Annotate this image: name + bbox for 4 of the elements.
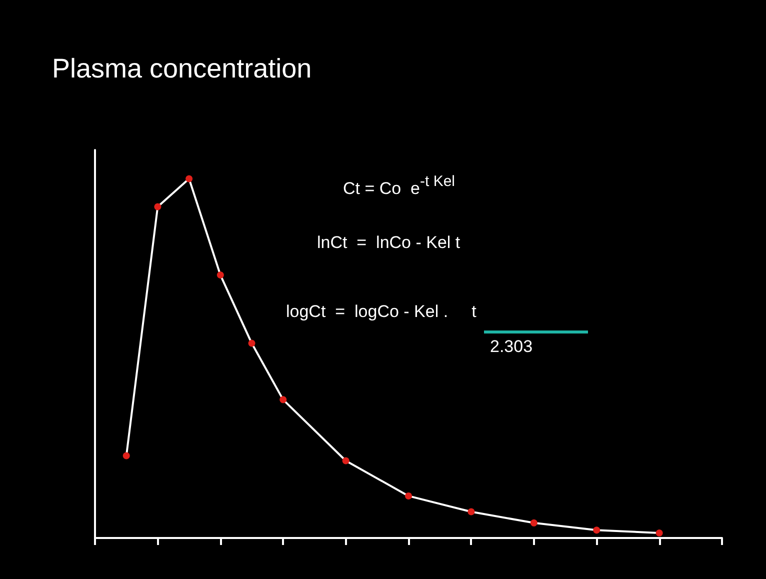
chart-title: Plasma concentration — [52, 54, 312, 84]
annotation: lnCt = lnCo - Kel t — [317, 233, 460, 252]
annotation: logCt = logCo - Kel . t — [286, 302, 477, 321]
annotation: 2.303 — [490, 337, 533, 356]
